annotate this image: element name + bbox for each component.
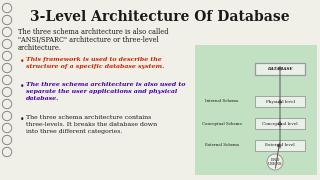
FancyBboxPatch shape: [255, 63, 305, 75]
Circle shape: [3, 136, 12, 145]
Text: Internal Schema: Internal Schema: [205, 100, 239, 103]
Text: DATABASE: DATABASE: [267, 67, 293, 71]
Circle shape: [4, 4, 11, 12]
Text: Conceptual Schema: Conceptual Schema: [202, 122, 242, 125]
Text: Conceptual level: Conceptual level: [262, 122, 298, 125]
Text: The three schema architecture contains
three-levels. It breaks the database down: The three schema architecture contains t…: [26, 115, 157, 134]
Circle shape: [3, 39, 12, 48]
Circle shape: [4, 112, 11, 120]
FancyBboxPatch shape: [255, 140, 305, 151]
Circle shape: [4, 100, 11, 107]
Circle shape: [4, 53, 11, 60]
FancyBboxPatch shape: [255, 96, 305, 107]
Text: The three schema architecture is also called: The three schema architecture is also ca…: [18, 28, 169, 36]
Text: END
USERS: END USERS: [268, 158, 282, 166]
Circle shape: [4, 64, 11, 71]
FancyBboxPatch shape: [255, 118, 305, 129]
Circle shape: [4, 136, 11, 143]
Circle shape: [4, 125, 11, 132]
Circle shape: [3, 15, 12, 24]
Text: This framework is used to describe the
structure of a specific database system.: This framework is used to describe the s…: [26, 57, 164, 69]
Circle shape: [4, 89, 11, 96]
Text: •: •: [20, 115, 25, 124]
Circle shape: [3, 111, 12, 120]
Circle shape: [3, 64, 12, 73]
Circle shape: [4, 17, 11, 24]
Text: "ANSI/SPARC" architecture or three-level: "ANSI/SPARC" architecture or three-level: [18, 36, 159, 44]
Circle shape: [3, 87, 12, 96]
Circle shape: [3, 147, 12, 156]
Circle shape: [4, 28, 11, 35]
Circle shape: [4, 40, 11, 48]
Text: The three schema architecture is also used to
separate the user applications and: The three schema architecture is also us…: [26, 82, 185, 101]
Text: 3-Level Architecture Of Database: 3-Level Architecture Of Database: [30, 10, 290, 24]
Circle shape: [3, 3, 12, 12]
Circle shape: [3, 75, 12, 84]
Circle shape: [3, 51, 12, 60]
Text: •: •: [20, 82, 25, 91]
Circle shape: [267, 154, 283, 170]
FancyBboxPatch shape: [195, 45, 317, 175]
Circle shape: [3, 100, 12, 109]
Circle shape: [3, 28, 12, 37]
Circle shape: [4, 148, 11, 156]
Circle shape: [3, 123, 12, 132]
Circle shape: [4, 76, 11, 84]
Text: architecture.: architecture.: [18, 44, 62, 52]
Text: External Schema: External Schema: [205, 143, 239, 147]
Text: •: •: [20, 57, 25, 66]
Text: Physical level: Physical level: [266, 100, 294, 103]
Text: External level: External level: [265, 143, 295, 147]
